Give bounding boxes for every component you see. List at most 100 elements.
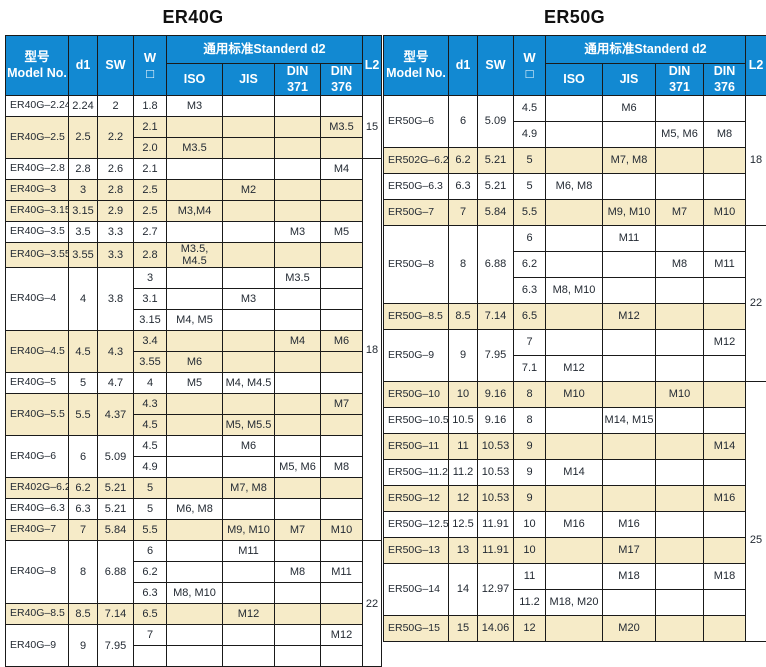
sw-cell: 9.16 [478, 408, 514, 434]
d1-cell: 9 [449, 330, 478, 382]
w-cell: 6.5 [134, 604, 167, 625]
d1-cell: 15 [449, 616, 478, 642]
sw-cell: 7.95 [98, 625, 134, 667]
jis-cell [223, 583, 275, 604]
w-cell: 2.8 [134, 243, 167, 268]
iso-cell [167, 625, 223, 646]
col-header-din376: DIN 376 [704, 64, 746, 96]
iso-cell [546, 330, 603, 356]
din376-cell [321, 352, 363, 373]
w-cell: 6 [514, 226, 546, 252]
din376-cell: M12 [704, 330, 746, 356]
d1-cell: 5.5 [69, 394, 98, 436]
iso-cell: M12 [546, 356, 603, 382]
w-cell: 6.5 [514, 304, 546, 330]
w-cell: 4.3 [134, 394, 167, 415]
w-cell: 9 [514, 460, 546, 486]
table-title-er40g: ER40G [5, 0, 381, 35]
iso-cell: M4, M5 [167, 310, 223, 331]
model-cell: ER40G–8 [6, 541, 69, 604]
jis-cell: M2 [223, 180, 275, 201]
iso-cell [167, 159, 223, 180]
header-row-1: 型号 Model No. d1 SW W □ 通用标准Standerd d2 L… [6, 36, 382, 64]
jis-cell: M5, M5.5 [223, 415, 275, 436]
din376-cell [321, 541, 363, 562]
jis-cell [223, 138, 275, 159]
din371-cell [275, 289, 321, 310]
din371-cell [656, 96, 704, 122]
w-cell: 6.2 [134, 562, 167, 583]
din371-cell [656, 278, 704, 304]
jis-cell [603, 382, 656, 408]
d1-cell: 6.3 [69, 499, 98, 520]
sw-cell: 4.7 [98, 373, 134, 394]
din371-cell [275, 436, 321, 457]
sw-cell: 3.3 [98, 222, 134, 243]
sw-cell: 2 [98, 96, 134, 117]
din371-cell [275, 180, 321, 201]
jis-cell [223, 562, 275, 583]
din376-cell [704, 356, 746, 382]
d1-cell: 6.3 [449, 174, 478, 200]
model-cell: ER50G–12 [384, 486, 449, 512]
iso-cell [167, 268, 223, 289]
w-cell: 3 [134, 268, 167, 289]
jis-cell [603, 486, 656, 512]
iso-cell [167, 415, 223, 436]
jis-cell [223, 352, 275, 373]
din371-cell: M5, M6 [656, 122, 704, 148]
w-cell: 2.1 [134, 117, 167, 138]
w-cell: 11 [514, 564, 546, 590]
jis-cell [603, 434, 656, 460]
model-cell: ER40G–9 [6, 625, 69, 667]
iso-cell [167, 541, 223, 562]
w-cell: 8 [514, 382, 546, 408]
model-cell: ER50G–10.5 [384, 408, 449, 434]
din371-cell [275, 201, 321, 222]
din376-cell [704, 148, 746, 174]
iso-cell [546, 616, 603, 642]
sw-cell: 11.91 [478, 538, 514, 564]
din371-cell [275, 541, 321, 562]
col-header-din376: DIN 376 [321, 64, 363, 96]
d1-cell: 2.8 [69, 159, 98, 180]
w-cell: 9 [514, 434, 546, 460]
iso-cell: M6, M8 [167, 499, 223, 520]
sw-cell: 7.14 [98, 604, 134, 625]
din371-cell: M8 [656, 252, 704, 278]
d1-cell: 8.5 [449, 304, 478, 330]
jis-cell: M9, M10 [603, 200, 656, 226]
din371-cell: M4 [275, 331, 321, 352]
w-cell: 7 [514, 330, 546, 356]
col-header-d1: d1 [449, 36, 478, 96]
w-cell: 3.55 [134, 352, 167, 373]
d1-cell: 12 [449, 486, 478, 512]
jis-cell: M7, M8 [603, 148, 656, 174]
sw-cell: 9.16 [478, 382, 514, 408]
iso-cell [546, 200, 603, 226]
iso-cell [167, 478, 223, 499]
din376-cell [704, 174, 746, 200]
jis-cell: M7, M8 [223, 478, 275, 499]
din376-cell [321, 436, 363, 457]
din371-cell: M3.5 [275, 268, 321, 289]
din371-cell: M8 [275, 562, 321, 583]
sw-cell: 5.21 [478, 148, 514, 174]
din376-cell: M8 [321, 457, 363, 478]
din376-cell: M11 [704, 252, 746, 278]
iso-cell [167, 222, 223, 243]
din371-cell [656, 408, 704, 434]
din371-cell [275, 415, 321, 436]
model-cell: ER50G–7 [384, 200, 449, 226]
